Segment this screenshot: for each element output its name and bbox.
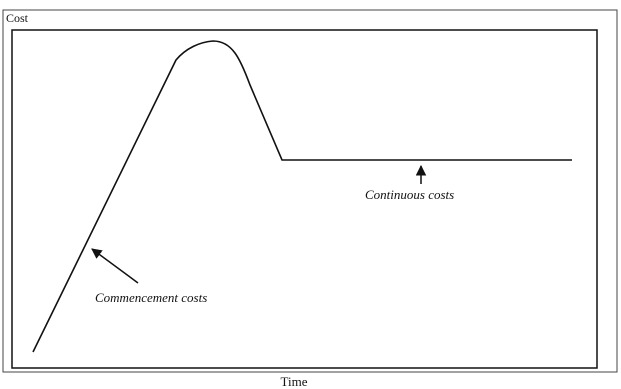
x-axis-label: Time [281, 374, 308, 389]
outer-frame [2, 9, 618, 373]
plot-frame [11, 29, 598, 369]
y-axis-label: Cost [6, 11, 29, 25]
annotation: Continuous costs [365, 187, 454, 202]
arrow [91, 248, 139, 284]
cost-curve [32, 40, 572, 353]
annotation: Commencement costs [95, 290, 207, 305]
